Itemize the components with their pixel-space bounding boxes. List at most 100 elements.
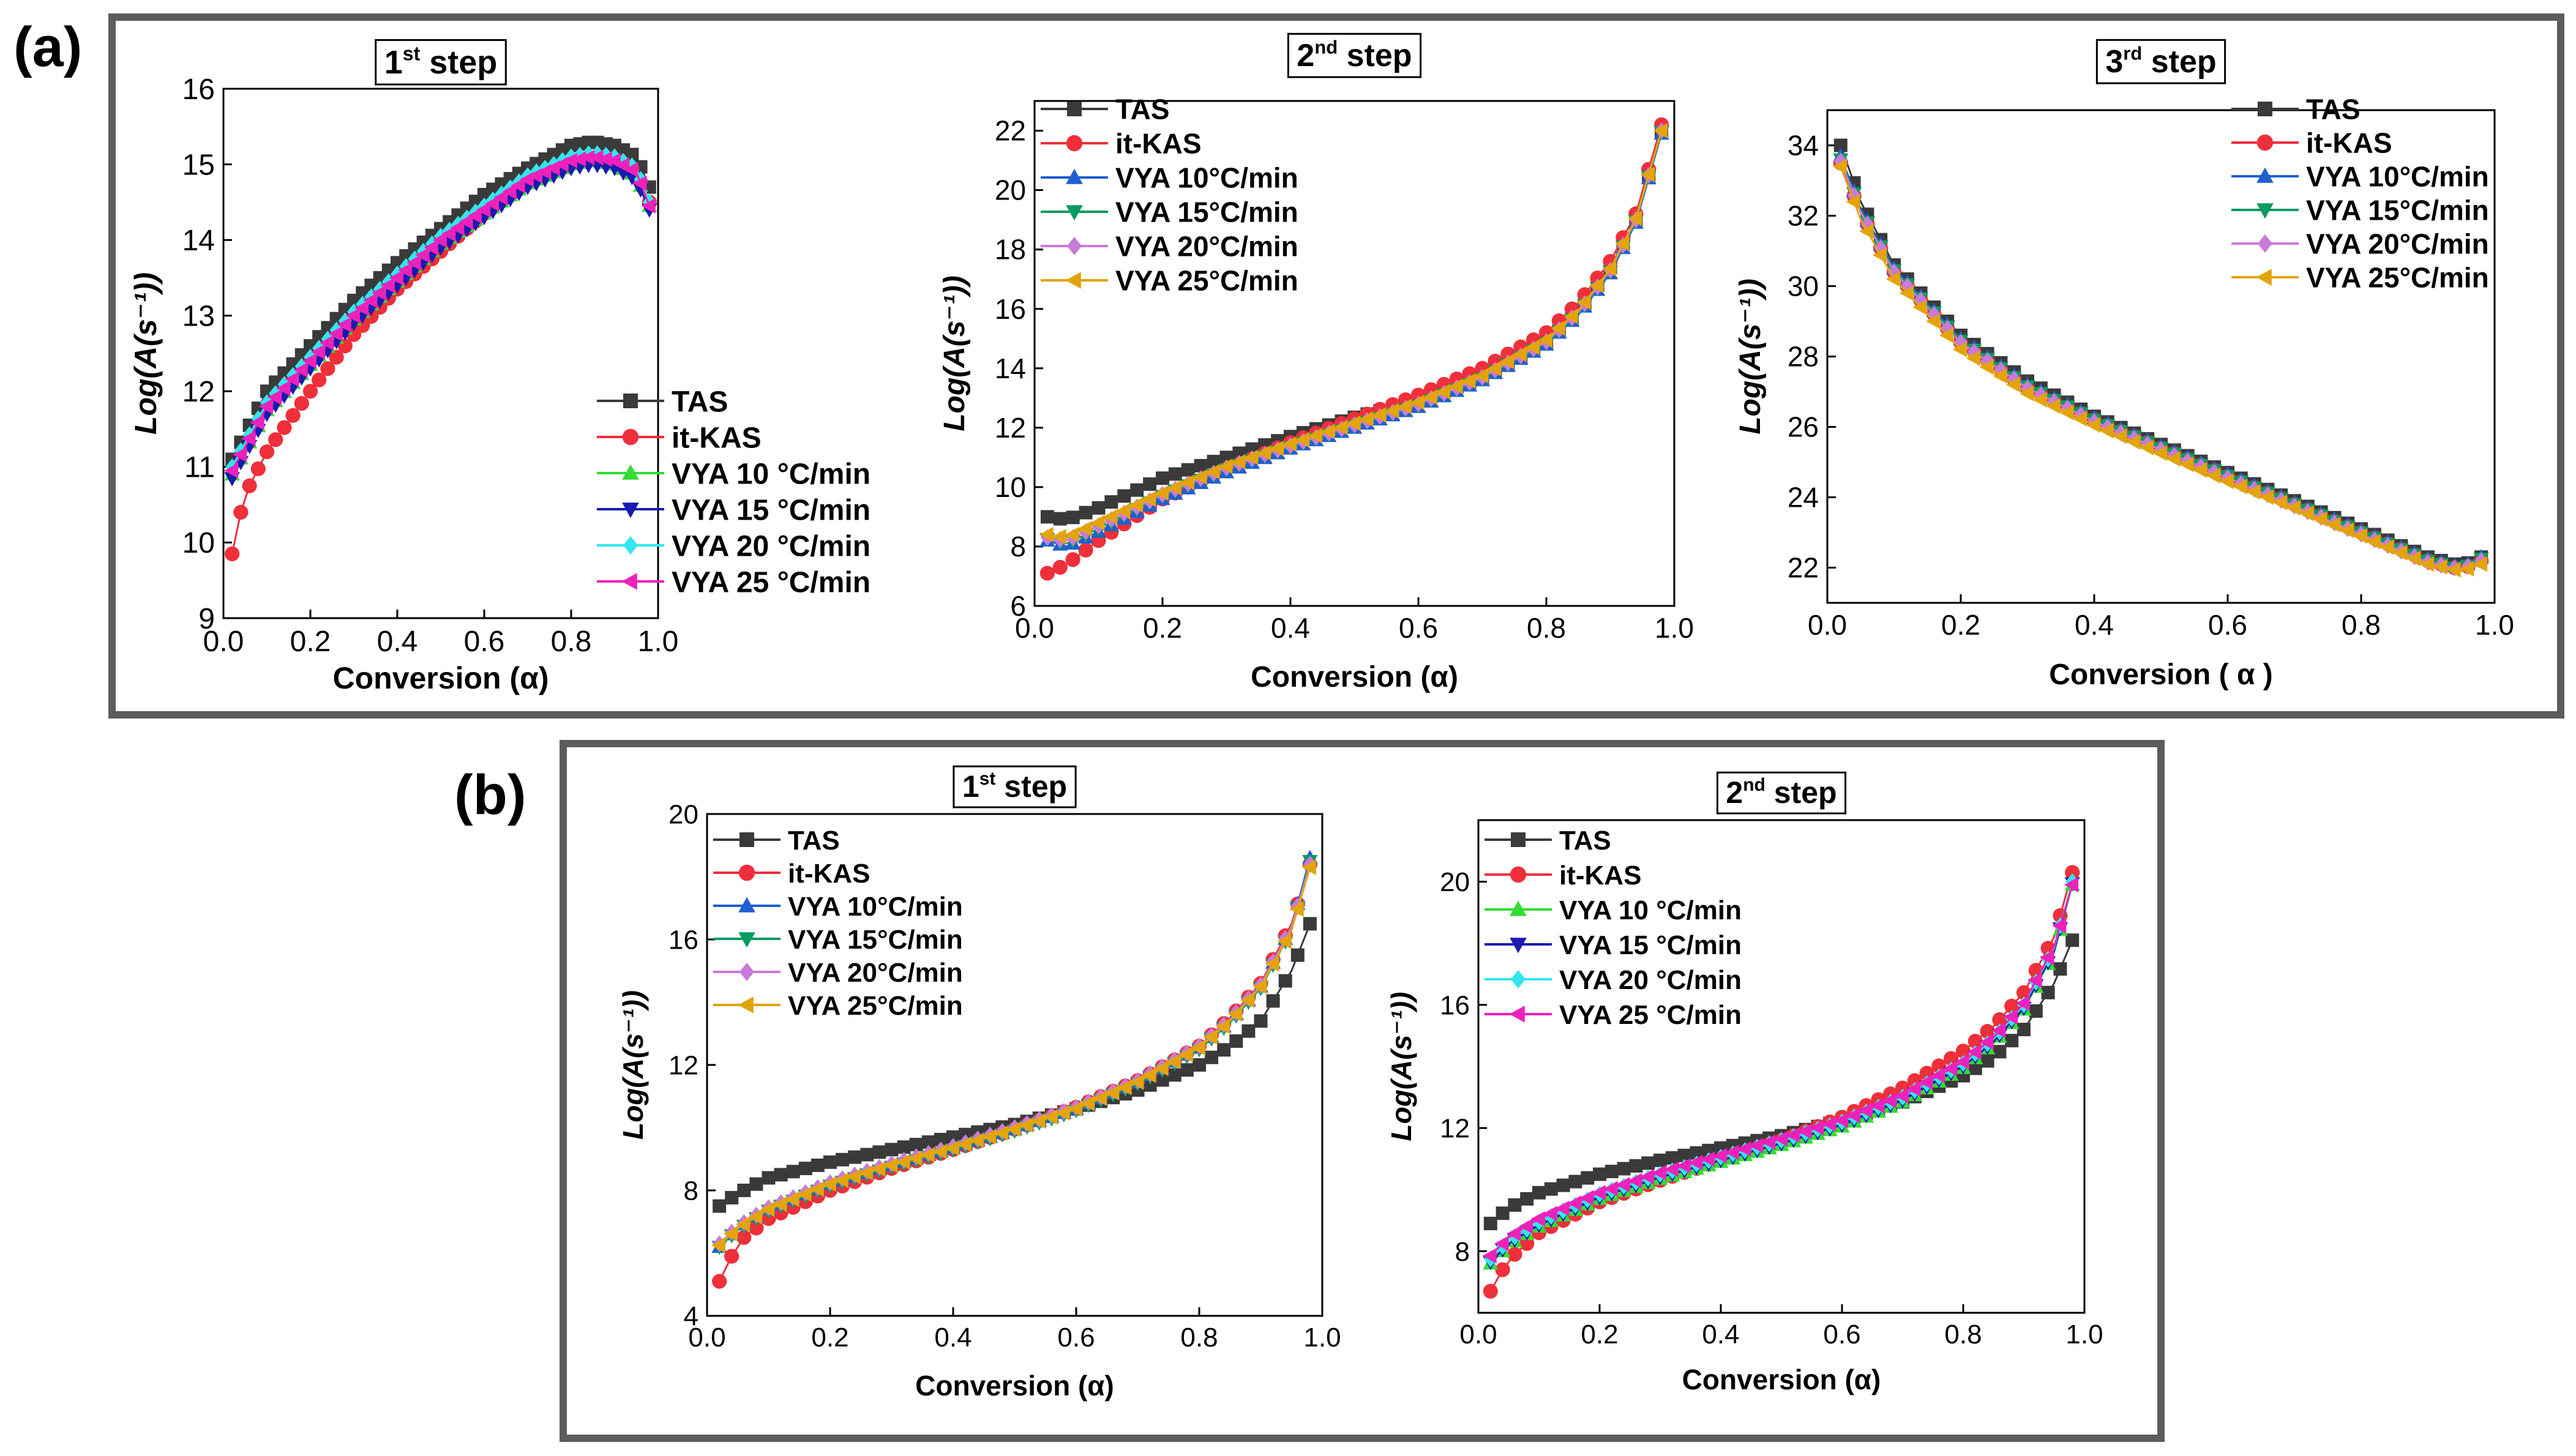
data-point xyxy=(1496,1206,1510,1220)
data-point xyxy=(1882,1092,1897,1108)
data-point xyxy=(1055,1105,1070,1121)
legend-marker xyxy=(738,864,755,881)
data-point xyxy=(1474,368,1489,384)
legend-marker xyxy=(738,996,754,1014)
legend-label: TAS xyxy=(788,826,840,856)
data-point xyxy=(725,1190,739,1204)
chart-title: 3rd step xyxy=(2095,39,2226,84)
series-line xyxy=(231,159,651,475)
legend-marker xyxy=(1510,866,1527,883)
x-axis-label: Conversion ( α ) xyxy=(2049,659,2273,691)
x-tick-label: 1.0 xyxy=(638,625,679,658)
data-point xyxy=(285,408,301,423)
y-tick-label: 12 xyxy=(995,412,1026,444)
data-point xyxy=(1093,1090,1107,1106)
data-point xyxy=(1712,1148,1727,1164)
x-tick-label: 0.2 xyxy=(1941,609,1980,641)
data-point xyxy=(632,175,647,192)
data-point xyxy=(1436,384,1450,400)
data-point xyxy=(1616,1177,1630,1193)
data-point xyxy=(1116,503,1131,519)
data-point xyxy=(294,395,309,411)
data-point xyxy=(1180,1063,1194,1077)
legend: TAS it-KAS VYA 10 °C/min VYA 15 °C/min VYA 2… xyxy=(597,386,871,599)
data-point xyxy=(1640,1168,1655,1185)
data-point xyxy=(1955,1043,1971,1059)
data-point xyxy=(713,1199,727,1213)
data-point xyxy=(1217,1043,1231,1057)
data-point xyxy=(372,285,386,301)
data-point xyxy=(871,1161,886,1177)
data-point xyxy=(1859,223,1874,239)
data-point xyxy=(302,384,318,399)
legend-marker xyxy=(1509,1006,1525,1023)
y-axis-label: Log(A(s⁻¹)) xyxy=(1385,992,1417,1141)
chart-a-step3: 0.0 0.2 0.4 0.6 0.8 1.0 22 24 26 28 30 32 34 3rd step… xyxy=(1734,39,2514,691)
data-point xyxy=(1664,1161,1679,1178)
legend-label: VYA 15 °C/min xyxy=(672,494,871,526)
data-point xyxy=(1563,308,1578,324)
series-vya25 xyxy=(711,859,1316,1253)
data-point xyxy=(921,1135,935,1149)
legend-marker xyxy=(1066,135,1083,152)
x-tick-label: 1.0 xyxy=(2065,1320,2103,1350)
data-point xyxy=(1761,1134,1776,1150)
data-point xyxy=(1266,994,1280,1008)
legend-marker xyxy=(1065,272,1081,289)
chart-title-box xyxy=(1287,32,1422,78)
chart-title-text: 2nd step xyxy=(1726,775,1837,810)
data-point xyxy=(1513,346,1527,362)
data-point xyxy=(1967,1044,1982,1060)
data-point xyxy=(268,432,283,447)
data-point xyxy=(1676,1158,1691,1174)
legend-label: it-KAS xyxy=(1115,128,1202,160)
data-point xyxy=(848,1150,862,1164)
data-point xyxy=(1507,1226,1521,1242)
x-axis-label: Conversion (α) xyxy=(915,1370,1114,1402)
x-tick-label: 0.4 xyxy=(934,1323,972,1353)
data-point xyxy=(2260,489,2274,506)
data-point xyxy=(1104,495,1118,509)
data-point xyxy=(883,1157,898,1173)
data-point xyxy=(1525,339,1540,355)
legend-marker xyxy=(2258,234,2272,253)
data-point xyxy=(233,504,249,520)
data-point xyxy=(1992,1012,2007,1028)
data-point xyxy=(1832,159,1847,174)
y-tick-label: 16 xyxy=(995,293,1026,325)
legend-marker xyxy=(1511,970,1526,988)
y-axis-label: Log(A(s⁻¹)) xyxy=(129,272,163,435)
data-point xyxy=(1993,1045,2007,1059)
data-point xyxy=(1968,1061,1982,1075)
x-tick-label: 0.8 xyxy=(1527,612,1566,644)
data-point xyxy=(2340,522,2354,539)
data-point xyxy=(749,1220,764,1236)
data-point xyxy=(1617,1162,1631,1176)
legend-marker xyxy=(738,932,755,948)
data-point xyxy=(1052,529,1066,545)
plot-area xyxy=(1033,100,1676,607)
y-tick-label: 30 xyxy=(1788,271,1819,302)
legend-label: VYA 15°C/min xyxy=(788,925,963,955)
data-point xyxy=(822,1176,836,1192)
data-point xyxy=(1129,497,1144,513)
x-tick-label: 1.0 xyxy=(1303,1323,1341,1353)
data-point xyxy=(1652,1165,1666,1181)
data-point xyxy=(1532,1185,1546,1200)
data-point xyxy=(1944,1051,1959,1066)
data-point xyxy=(2005,1034,2019,1048)
data-point xyxy=(1952,342,1967,357)
data-point xyxy=(847,1168,861,1185)
data-point xyxy=(2059,405,2074,420)
data-point xyxy=(1641,1156,1655,1170)
data-point xyxy=(2027,973,2042,988)
plot-area xyxy=(1477,819,2086,1314)
legend-label: VYA 10°C/min xyxy=(1115,162,1298,194)
data-point xyxy=(2004,1009,2018,1025)
data-point xyxy=(1603,1181,1618,1197)
data-point xyxy=(467,207,482,224)
data-point xyxy=(1385,403,1399,419)
data-point xyxy=(809,1181,824,1197)
data-point xyxy=(1205,463,1220,480)
data-point xyxy=(1257,445,1271,461)
